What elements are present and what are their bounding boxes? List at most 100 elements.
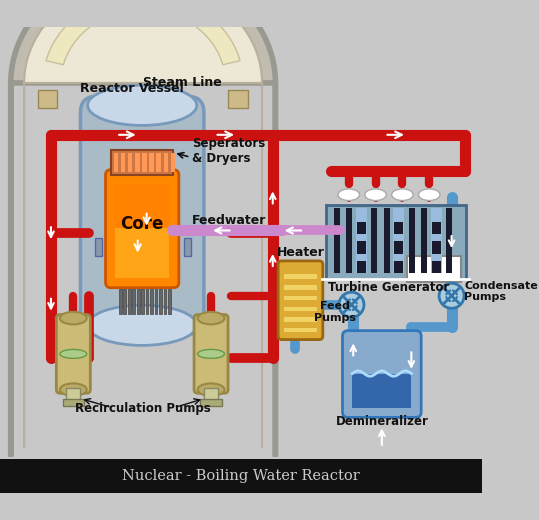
Bar [395, 261, 403, 274]
Text: Reactor Vessel: Reactor Vessel [80, 82, 184, 95]
Ellipse shape [198, 349, 224, 358]
Bar [395, 241, 403, 254]
Bar [432, 261, 441, 274]
Ellipse shape [198, 312, 224, 324]
Bar [137, 289, 140, 314]
Ellipse shape [88, 85, 197, 125]
Bar [358, 208, 365, 274]
Bar [432, 241, 441, 254]
FancyBboxPatch shape [80, 96, 204, 334]
Bar [357, 241, 366, 254]
Polygon shape [11, 0, 275, 457]
FancyBboxPatch shape [342, 331, 421, 418]
Bar [432, 222, 441, 234]
Text: Demineralizer: Demineralizer [335, 415, 429, 428]
Bar [115, 228, 169, 234]
Bar [393, 208, 404, 274]
Text: Turbine Generator: Turbine Generator [328, 281, 450, 294]
Bar [201, 399, 222, 406]
Bar [171, 153, 175, 172]
Bar [285, 317, 316, 322]
Bar [150, 289, 153, 314]
Bar [434, 208, 440, 274]
Bar [204, 388, 218, 401]
Bar [285, 296, 316, 300]
Bar [63, 399, 84, 406]
Bar [164, 289, 167, 314]
Bar [115, 234, 169, 240]
Bar [421, 208, 427, 274]
Bar [395, 222, 403, 234]
Bar [133, 289, 135, 314]
Ellipse shape [60, 349, 87, 358]
Bar [357, 261, 366, 274]
Ellipse shape [198, 383, 224, 396]
Bar [285, 322, 316, 327]
Bar [149, 153, 154, 172]
Bar [285, 275, 316, 279]
Bar [38, 90, 57, 108]
Bar [371, 208, 377, 274]
FancyBboxPatch shape [278, 261, 323, 340]
Bar [407, 255, 460, 282]
Bar [115, 203, 169, 209]
Bar [115, 215, 169, 222]
Bar [285, 301, 316, 306]
Ellipse shape [60, 383, 87, 396]
Bar [123, 289, 126, 314]
Circle shape [439, 283, 464, 308]
FancyBboxPatch shape [194, 315, 228, 393]
Text: Feed
Pumps: Feed Pumps [314, 301, 356, 323]
Text: Steam Line: Steam Line [143, 75, 222, 88]
Bar [285, 280, 316, 284]
Bar [115, 222, 169, 228]
Bar [446, 208, 452, 274]
Ellipse shape [392, 189, 413, 201]
Text: Recirculation Pumps: Recirculation Pumps [75, 402, 211, 415]
FancyBboxPatch shape [57, 315, 91, 393]
Text: Nuclear - Boiling Water Reactor: Nuclear - Boiling Water Reactor [122, 469, 360, 483]
FancyBboxPatch shape [353, 373, 411, 408]
Bar [115, 253, 169, 259]
Bar [115, 246, 169, 253]
Bar [346, 208, 353, 274]
Ellipse shape [60, 312, 87, 324]
Bar [114, 153, 118, 172]
Bar [115, 197, 169, 203]
Bar [396, 208, 403, 274]
Bar [184, 238, 191, 255]
Bar [135, 153, 140, 172]
Circle shape [339, 292, 364, 317]
Text: Feedwater: Feedwater [192, 214, 267, 227]
Bar [0, 459, 482, 492]
Bar [119, 289, 122, 314]
Bar [431, 208, 442, 274]
Bar [115, 240, 169, 246]
Bar [128, 289, 130, 314]
Bar [285, 285, 316, 290]
Bar [115, 190, 169, 197]
Bar [115, 259, 169, 265]
Bar [357, 222, 366, 234]
Bar [384, 208, 390, 274]
Bar [141, 289, 144, 314]
Ellipse shape [365, 189, 386, 201]
Bar [111, 150, 174, 175]
Text: Condensate
Pumps: Condensate Pumps [464, 281, 538, 302]
Text: Heater: Heater [277, 246, 324, 259]
Bar [285, 312, 316, 316]
Bar [121, 153, 125, 172]
Bar [115, 271, 169, 278]
Text: Core: Core [121, 215, 164, 233]
Bar [164, 153, 168, 172]
Bar [146, 289, 148, 314]
Bar [95, 238, 102, 255]
Bar [142, 153, 147, 172]
Bar [285, 306, 316, 311]
Ellipse shape [338, 189, 360, 201]
Bar [128, 153, 133, 172]
Bar [285, 328, 316, 332]
Polygon shape [46, 0, 240, 64]
Bar [168, 289, 171, 314]
Bar [228, 90, 248, 108]
